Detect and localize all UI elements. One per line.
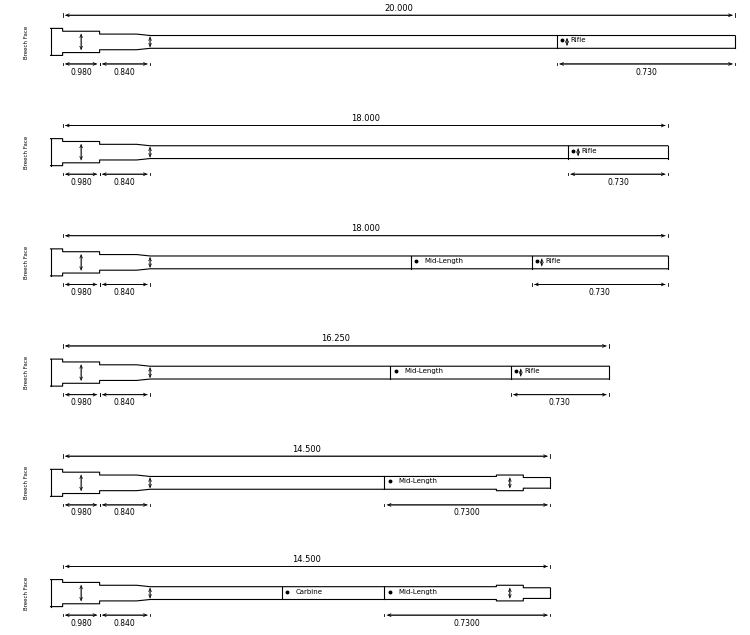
Text: 0.980: 0.980 xyxy=(70,509,92,518)
Text: 18.000: 18.000 xyxy=(351,224,380,233)
Text: 0.730: 0.730 xyxy=(549,398,571,407)
Text: 0.730: 0.730 xyxy=(589,288,610,297)
Text: Mid-Length: Mid-Length xyxy=(424,258,463,264)
Text: 0.980: 0.980 xyxy=(70,618,92,627)
Text: Rifle: Rifle xyxy=(581,148,597,154)
Text: Breech Face: Breech Face xyxy=(24,25,29,58)
Text: Mid-Length: Mid-Length xyxy=(404,368,443,374)
Text: Mid-Length: Mid-Length xyxy=(398,478,437,485)
Text: 0.980: 0.980 xyxy=(70,398,92,407)
Text: Carbine: Carbine xyxy=(296,589,322,594)
Text: 14.500: 14.500 xyxy=(292,444,321,453)
Text: 20.000: 20.000 xyxy=(385,4,413,13)
Text: 0.980: 0.980 xyxy=(70,288,92,297)
Text: Rifle: Rifle xyxy=(524,368,540,374)
Text: Rifle: Rifle xyxy=(571,37,586,43)
Text: 0.840: 0.840 xyxy=(114,618,136,627)
Text: 0.7300: 0.7300 xyxy=(454,618,481,627)
Text: 0.840: 0.840 xyxy=(114,178,136,187)
Text: Breech Face: Breech Face xyxy=(24,577,29,610)
Text: 0.840: 0.840 xyxy=(114,509,136,518)
Text: 0.840: 0.840 xyxy=(114,67,136,76)
Text: Breech Face: Breech Face xyxy=(24,246,29,279)
Text: 0.840: 0.840 xyxy=(114,288,136,297)
Text: 14.500: 14.500 xyxy=(292,555,321,564)
Text: 16.250: 16.250 xyxy=(321,335,350,344)
Text: Breech Face: Breech Face xyxy=(24,135,29,169)
Text: 0.7300: 0.7300 xyxy=(454,509,481,518)
Text: 0.980: 0.980 xyxy=(70,67,92,76)
Text: 18.000: 18.000 xyxy=(351,114,380,123)
Text: Mid-Length: Mid-Length xyxy=(398,589,437,594)
Text: 0.730: 0.730 xyxy=(635,67,657,76)
Text: 0.730: 0.730 xyxy=(607,178,629,187)
Text: Rifle: Rifle xyxy=(545,258,561,264)
Text: 0.980: 0.980 xyxy=(70,178,92,187)
Text: Breech Face: Breech Face xyxy=(24,356,29,389)
Text: 0.840: 0.840 xyxy=(114,398,136,407)
Text: Breech Face: Breech Face xyxy=(24,466,29,500)
